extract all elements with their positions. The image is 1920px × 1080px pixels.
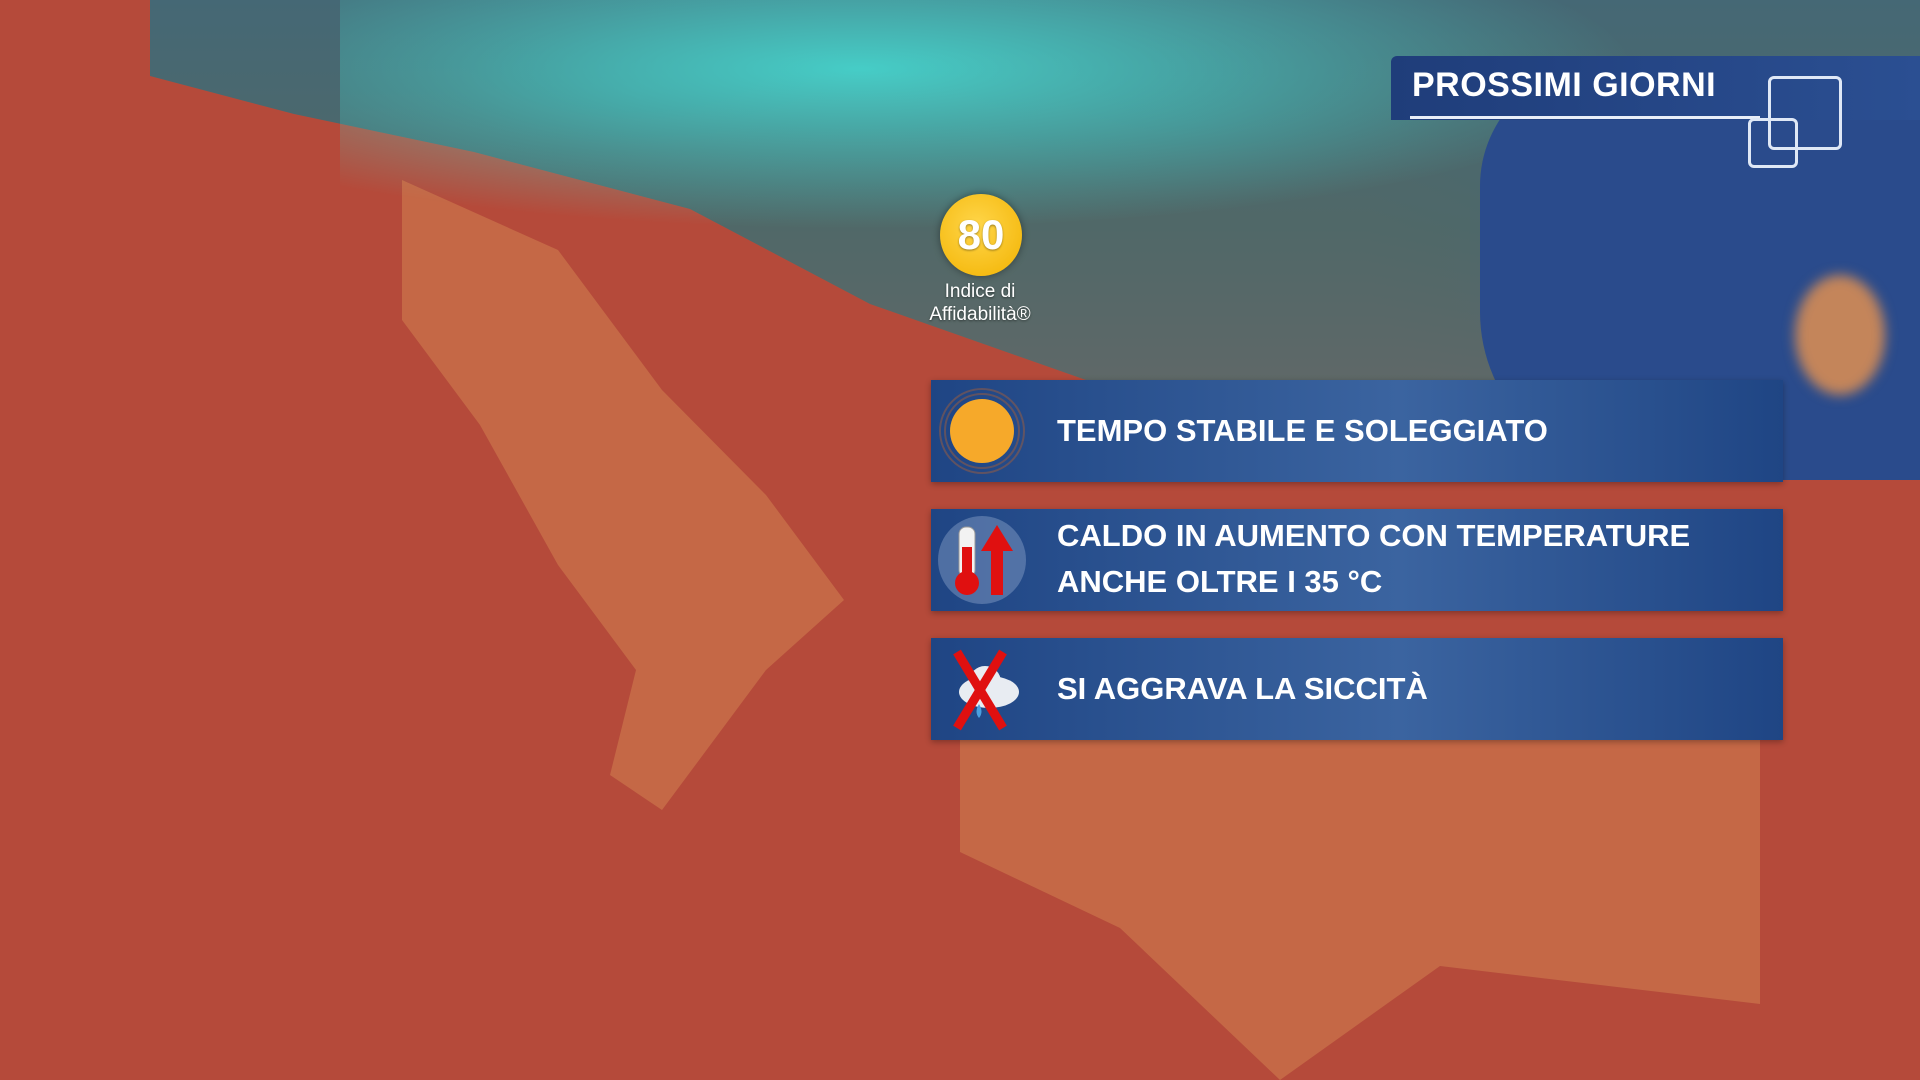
forecast-text-line2: ANCHE OLTRE I 35 °C — [1057, 564, 1383, 599]
logo-square-icon — [1768, 76, 1842, 150]
forecast-row-drought: SI AGGRAVA LA SICCITÀ — [931, 638, 1783, 740]
reliability-label-line1: Indice di — [944, 281, 1016, 302]
forecast-row-sunny: TEMPO STABILE E SOLEGGIATO — [931, 380, 1783, 482]
header-bar — [1391, 56, 1920, 120]
no-rain-icon — [953, 649, 1019, 731]
forecast-text-line1: CALDO IN AUMENTO CON TEMPERATURE — [1057, 518, 1691, 553]
header-title: PROSSIMI GIORNI — [1412, 66, 1717, 104]
forecast-row-heat: CALDO IN AUMENTO CON TEMPERATURE ANCHE O… — [931, 509, 1783, 611]
thermometer-up-icon — [938, 516, 1026, 604]
reliability-badge: 80 — [940, 194, 1022, 276]
reliability-label-line2: Affidabilità® — [929, 304, 1031, 325]
reliability-label: Indice di Affidabilità® — [900, 280, 1060, 326]
header-underline — [1410, 116, 1760, 119]
heat-spot — [1795, 275, 1885, 395]
logo-square-small-icon — [1748, 118, 1798, 168]
sun-icon — [939, 388, 1025, 474]
forecast-text: TEMPO STABILE E SOLEGGIATO — [1057, 413, 1548, 448]
forecast-text: SI AGGRAVA LA SICCITÀ — [1057, 671, 1428, 706]
